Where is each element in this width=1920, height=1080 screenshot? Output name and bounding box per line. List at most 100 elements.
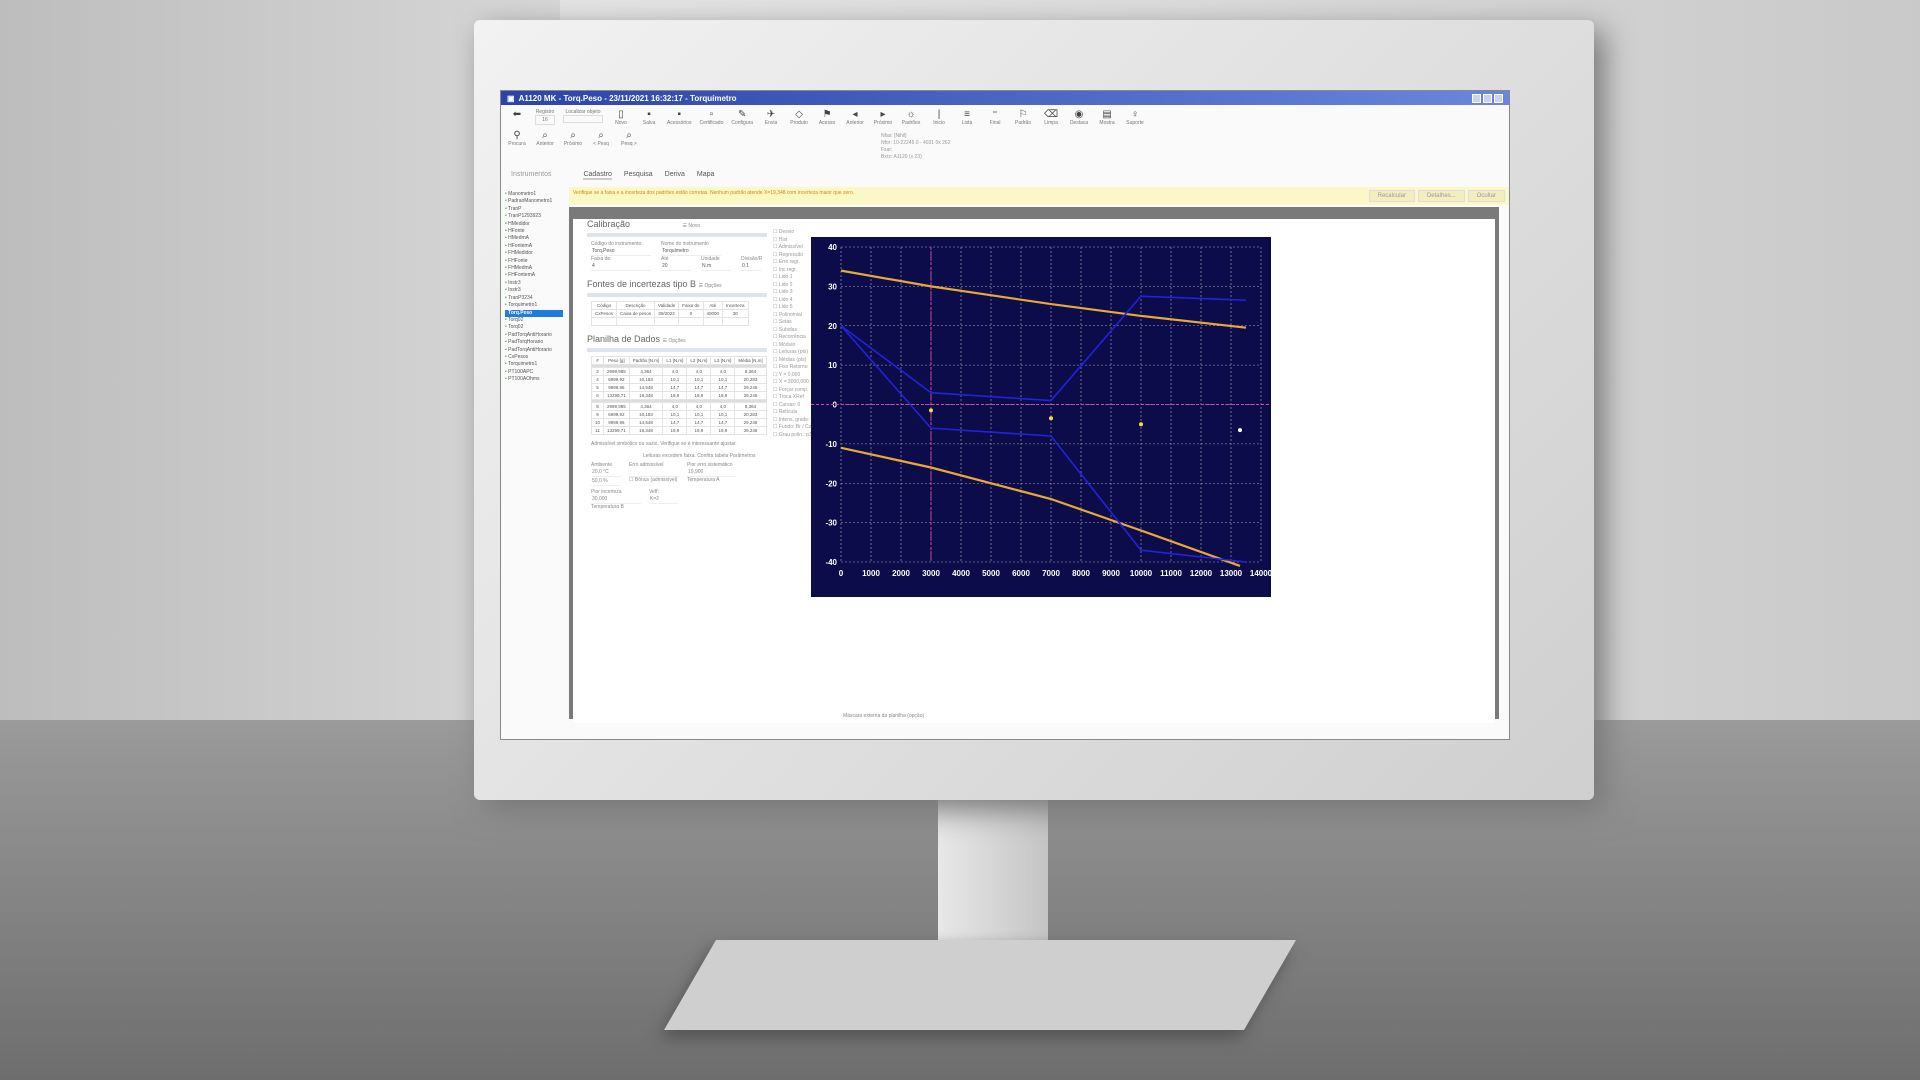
table-cell[interactable]: 14,7	[662, 383, 688, 392]
table-cell[interactable]: 4,364	[628, 402, 664, 411]
table-cell[interactable]: 39,248	[734, 426, 767, 435]
tab-instrumentos[interactable]: Instrumentos	[511, 171, 552, 178]
table-cell[interactable]: 10	[590, 418, 605, 427]
table-cell[interactable]: 14,7	[710, 383, 736, 392]
chart-option[interactable]: ☐ Curvas: 0	[773, 401, 801, 408]
toolbar-button[interactable]: ☼ Padrões	[901, 109, 921, 126]
toolbar-button[interactable]: ▪ Salva	[642, 109, 656, 126]
table-cell[interactable]: 30	[722, 309, 749, 318]
detalhes-button[interactable]: Detalhes...	[1417, 190, 1465, 202]
tree-item[interactable]: • FHMedidor	[505, 250, 533, 257]
tab-mapa[interactable]: Mapa	[696, 171, 715, 178]
chart-option[interactable]: ☐ Admissível	[773, 244, 803, 250]
chart-option[interactable]: ☐ Recorrência	[773, 334, 806, 340]
toolbar-button[interactable]: ≡ Lista	[961, 109, 973, 126]
tree-item[interactable]: • Manometro1	[505, 191, 537, 197]
tree-item[interactable]: • Instr3	[505, 279, 521, 286]
table-cell[interactable]: 14,548	[628, 418, 664, 427]
table-cell[interactable]: 29,248	[734, 383, 767, 392]
chart-option[interactable]: ☐ Troca XRef	[773, 394, 804, 400]
table-cell[interactable]: 19,9	[686, 426, 712, 435]
table-cell[interactable]: 9	[590, 410, 605, 419]
tree-item[interactable]: • Torq02	[505, 316, 524, 323]
tree-item[interactable]: • FHFonte	[505, 257, 528, 264]
table-cell[interactable]: 9999,96	[603, 383, 630, 392]
tree-item[interactable]: • HFonte	[505, 228, 525, 235]
table-cell[interactable]: 10,1	[662, 410, 688, 419]
table-cell[interactable]: 4,0	[686, 402, 712, 411]
table-cell[interactable]: 2999,985	[603, 367, 630, 376]
tree-item[interactable]: • Torquimetro1	[505, 302, 538, 309]
chart-option[interactable]: ☐ Médias (pts)	[773, 356, 807, 363]
table-cell[interactable]: 2999,985	[603, 402, 630, 411]
tree-item[interactable]: • Torquimetro1	[505, 361, 538, 368]
tree-item[interactable]: • Instr3	[505, 287, 521, 294]
table-cell[interactable]: 6999,92	[603, 410, 630, 419]
table-cell[interactable]: 4,0	[710, 402, 736, 411]
toolbar-button[interactable]: ⁼ Final	[989, 109, 1001, 126]
table-cell[interactable]: 8,364	[734, 402, 767, 411]
search-toolbar-button[interactable]: ⌕ Anterior	[536, 130, 554, 147]
chart-option[interactable]: ☐ Retícula	[773, 409, 798, 415]
tree-item[interactable]: • PT100APC	[505, 368, 534, 375]
tree-item[interactable]: • PadraoManometro1	[505, 198, 553, 205]
table-cell[interactable]: 10,1	[710, 410, 736, 419]
search-toolbar-button[interactable]: ⌕ Pesq >	[621, 130, 637, 147]
tree-item[interactable]: • FHMedmA	[505, 265, 533, 272]
toolbar-button[interactable]: ▪ Acessórios	[667, 109, 692, 126]
chart-option[interactable]: ☐ Y = 0,000	[773, 371, 801, 378]
table-cell[interactable]: 4,0	[686, 367, 712, 376]
table-cell[interactable]: 19,9	[686, 391, 712, 400]
search-toolbar-button[interactable]: ⌕ < Pesq	[593, 130, 609, 147]
maximize-button[interactable]	[1483, 93, 1492, 103]
chart-option[interactable]: ☐ Módulo	[773, 341, 796, 348]
temp-field[interactable]: 20,0 °C	[591, 468, 621, 477]
chart-option[interactable]: ☐ Lido 2	[773, 281, 793, 288]
table-cell[interactable]: 4,0	[662, 402, 688, 411]
tree-item[interactable]: • PT100AOhms	[505, 376, 540, 383]
codigo-field[interactable]: Torq.Peso	[591, 247, 651, 256]
toolbar-button[interactable]: ◂ Anterior	[846, 109, 864, 126]
search-toolbar-button[interactable]: ⌕ Próximo	[563, 130, 583, 147]
chart-option[interactable]: ☐ Lido 5	[773, 304, 793, 310]
tree-item[interactable]: • Torq02	[505, 324, 524, 331]
table-cell[interactable]: 19,9	[710, 426, 736, 435]
chart-option[interactable]: ☐ Lido 1	[773, 274, 793, 280]
chart-option[interactable]: ☐ Grau polin.: p3	[773, 431, 812, 438]
toolbar-button[interactable]: ◇ Produto	[790, 109, 808, 126]
table-cell[interactable]: 10,1	[686, 375, 712, 384]
close-button[interactable]	[1494, 93, 1503, 103]
minimize-button[interactable]	[1472, 93, 1481, 103]
tree-item[interactable]: • TranP	[505, 205, 522, 212]
tree-item[interactable]: • CxPesos	[505, 353, 529, 360]
table-cell[interactable]: 19,9	[662, 391, 688, 400]
registro-field[interactable]: Registro 16	[535, 109, 555, 125]
back-button[interactable]: ⬅	[507, 109, 527, 126]
chart-option[interactable]: ☐ Inc regr.	[773, 266, 797, 273]
chart-option[interactable]: ☐ Intens. grade: 100	[773, 416, 820, 423]
table-cell[interactable]: 13299,71	[603, 426, 630, 435]
table-cell[interactable]: 14,7	[686, 383, 712, 392]
toolbar-button[interactable]: ⌫ Limpa	[1043, 109, 1059, 126]
tree-item[interactable]: • HFontemA	[505, 242, 533, 249]
toolbar-button[interactable]: | Inicio	[933, 109, 945, 126]
table-cell[interactable]: Caixa de pesos	[616, 309, 656, 318]
chart-option[interactable]: ☐ Hist	[773, 236, 788, 243]
toolbar-button[interactable]: ⚐ Padrão	[1014, 109, 1032, 126]
fontes-options-menu[interactable]: ☰ Opções	[698, 283, 722, 289]
toolbar-button[interactable]: ◉ Destaca	[1069, 109, 1089, 126]
table-cell[interactable]: 0	[678, 309, 704, 318]
toolbar-button[interactable]: ▤ Mostra	[1099, 109, 1115, 126]
chart-option[interactable]: ☐ X = 3000,000	[773, 379, 809, 385]
table-cell[interactable]: 20,283	[734, 375, 767, 384]
table-cell[interactable]: 10,183	[628, 375, 664, 384]
table-cell[interactable]: 19,9	[710, 391, 736, 400]
table-cell[interactable]: 09/2022	[654, 309, 680, 318]
table-cell[interactable]: 6	[590, 391, 605, 400]
table-cell[interactable]: 5	[590, 383, 605, 392]
bonus-checkbox[interactable]: ☐ Bônus (admissível)	[629, 477, 678, 483]
table-cell[interactable]: 19,9	[662, 426, 688, 435]
table-cell[interactable]: 6999,92	[603, 375, 630, 384]
table-cell[interactable]: 14,7	[686, 418, 712, 427]
chart-option[interactable]: ☐ Subidas	[773, 326, 797, 333]
